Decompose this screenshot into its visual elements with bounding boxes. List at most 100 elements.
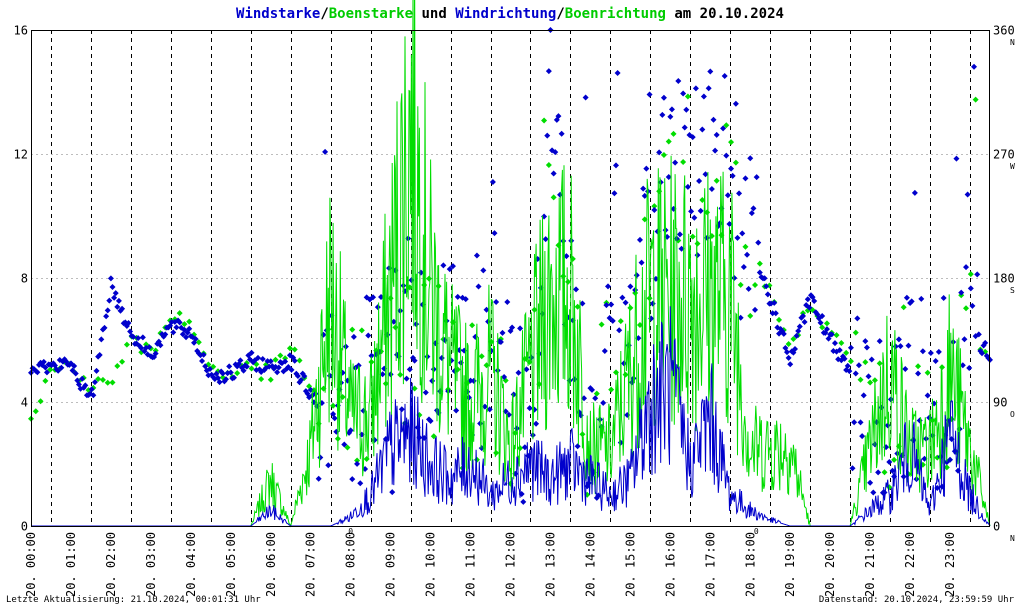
- x-tick-label: 20. 07:00: [304, 532, 318, 597]
- wind-direction-mark: [638, 259, 645, 266]
- gust-speed-line: [31, 0, 991, 528]
- gust-direction-mark: [972, 96, 979, 103]
- wind-direction-mark: [664, 233, 671, 240]
- anomaly-marker: 0: [348, 527, 353, 536]
- gust-direction-mark: [430, 433, 437, 440]
- wind-direction-mark: [72, 370, 79, 377]
- wind-direction-mark: [895, 336, 902, 343]
- wind-direction-mark: [406, 366, 413, 373]
- wind-direction-mark: [489, 179, 496, 186]
- wind-direction-mark: [868, 356, 875, 363]
- gust-direction-mark: [785, 341, 792, 348]
- gust-direction-mark: [876, 360, 883, 367]
- wind-direction-mark: [413, 321, 420, 328]
- wind-direction-mark: [107, 275, 114, 282]
- x-tick-label: 20. 04:00: [184, 532, 198, 597]
- wind-direction-mark: [712, 147, 719, 154]
- title-boenrichtung: Boenrichtung: [565, 6, 666, 22]
- wind-direction-mark: [927, 350, 934, 357]
- x-tick-label: 20. 00:00: [24, 532, 38, 597]
- wind-direction-mark: [656, 149, 663, 156]
- gust-direction-mark: [684, 93, 691, 100]
- gust-direction-mark: [608, 386, 615, 393]
- x-tick-label: 20. 08:00: [344, 532, 358, 597]
- wind-direction-mark: [40, 358, 47, 365]
- wind-direction-mark: [349, 476, 356, 483]
- wind-direction-mark: [886, 458, 893, 465]
- compass-label: N: [1010, 38, 1015, 47]
- x-tick-label: 20. 03:00: [144, 532, 158, 597]
- wind-direction-mark: [563, 253, 570, 260]
- wind-direction-mark: [119, 305, 126, 312]
- gust-direction-mark: [900, 304, 907, 311]
- gust-direction-mark: [680, 159, 687, 166]
- wind-direction-mark: [162, 331, 169, 338]
- wind-direction-mark: [387, 371, 394, 378]
- wind-direction-mark: [700, 93, 707, 100]
- wind-direction-mark: [958, 289, 965, 296]
- wind-direction-mark: [971, 63, 978, 70]
- wind-direction-mark: [526, 405, 533, 412]
- gust-direction-mark: [838, 339, 845, 346]
- wind-direction-mark: [509, 324, 516, 331]
- x-tick-label: 20. 21:00: [863, 532, 877, 597]
- wind-direction-mark: [761, 275, 768, 282]
- wind-direction-mark: [357, 480, 364, 487]
- wind-direction-mark: [747, 155, 754, 162]
- wind-direction-mark: [390, 318, 397, 325]
- gust-direction-mark: [622, 371, 629, 378]
- gust-direction-mark: [699, 197, 706, 204]
- wind-direction-mark: [574, 443, 581, 450]
- wind-direction-mark: [732, 100, 739, 107]
- wind-direction-mark: [192, 335, 199, 342]
- x-tick-label: 20. 14:00: [583, 532, 597, 597]
- wind-direction-mark: [792, 346, 799, 353]
- gust-direction-mark: [857, 376, 864, 383]
- wind-direction-mark: [870, 489, 877, 496]
- wind-direction-mark: [601, 348, 608, 355]
- wind-direction-mark: [422, 389, 429, 396]
- wind-direction-mark: [819, 313, 826, 320]
- wind-direction-mark: [222, 376, 229, 383]
- wind-direction-mark: [523, 366, 530, 373]
- wind-direction-mark: [726, 220, 733, 227]
- y-right-tick-label: 360: [993, 24, 1015, 38]
- wind-direction-mark: [473, 252, 480, 259]
- wind-direction-mark: [88, 386, 95, 393]
- title-boenstarke: Boenstarke: [329, 6, 413, 22]
- gust-direction-mark: [114, 362, 121, 369]
- gust-direction-mark: [291, 346, 298, 353]
- gust-direction-mark: [790, 336, 797, 343]
- gust-direction-mark: [967, 271, 974, 278]
- x-tick-label: 20. 19:00: [783, 532, 797, 597]
- gust-direction-mark: [181, 321, 188, 328]
- wind-direction-mark: [668, 106, 675, 113]
- gust-direction-mark: [411, 385, 418, 392]
- gust-direction-mark: [195, 339, 202, 346]
- wind-direction-mark: [347, 427, 354, 434]
- gust-direction-mark: [963, 305, 970, 312]
- gust-direction-mark: [747, 312, 754, 319]
- wind-direction-mark: [659, 111, 666, 118]
- x-tick-label: 20. 09:00: [384, 532, 398, 597]
- x-tick-label: 20. 05:00: [224, 532, 238, 597]
- wind-direction-mark: [769, 310, 776, 317]
- x-tick-label: 20. 18:00: [743, 532, 757, 597]
- gust-direction-mark: [282, 355, 289, 362]
- gust-direction-mark: [469, 322, 476, 329]
- wind-direction-mark: [157, 342, 164, 349]
- wind-direction-mark: [745, 285, 752, 292]
- gust-direction-mark: [99, 376, 106, 383]
- title-und: und: [413, 6, 455, 22]
- gust-direction-mark: [354, 457, 361, 464]
- gust-direction-mark: [641, 216, 648, 223]
- wind-direction-mark: [689, 134, 696, 141]
- gust-direction-mark: [296, 357, 303, 364]
- wind-direction-mark: [806, 304, 813, 311]
- wind-direction-mark: [403, 375, 410, 382]
- wind-direction-mark: [264, 358, 271, 365]
- wind-direction-mark: [374, 304, 381, 311]
- wind-direction-mark: [728, 165, 735, 172]
- wind-direction-mark: [846, 368, 853, 375]
- wind-direction-mark: [620, 360, 627, 367]
